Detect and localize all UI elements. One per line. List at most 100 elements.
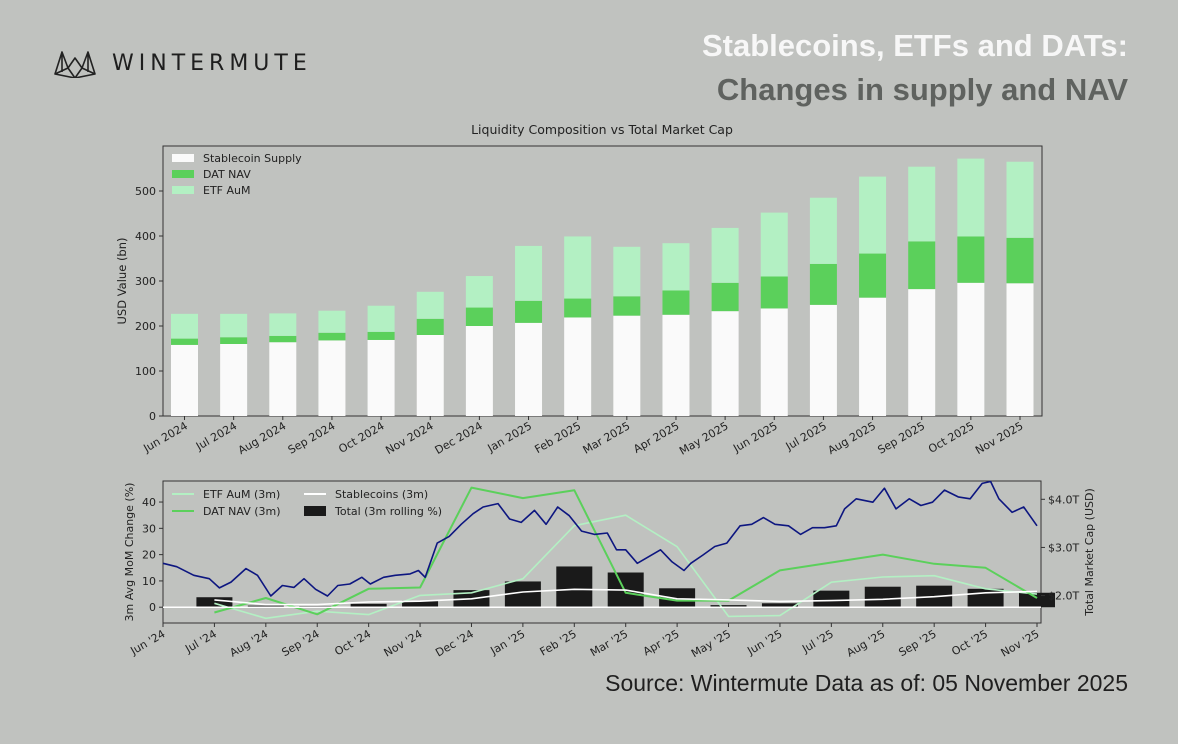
x-tick-label: May 2025 bbox=[677, 419, 730, 457]
bar-etf-aum bbox=[515, 245, 543, 301]
x-tick-label: Jul '24 bbox=[182, 627, 219, 656]
y-tick-label: 0 bbox=[149, 601, 156, 614]
x-tick-label: Sep '24 bbox=[280, 627, 322, 659]
y-tick-label: 400 bbox=[135, 230, 156, 243]
x-tick-label: Dec 2024 bbox=[433, 419, 485, 457]
x-tick-label: Apr '25 bbox=[641, 627, 682, 658]
bar-dat-nav bbox=[908, 241, 936, 290]
y-tick-label: 10 bbox=[142, 575, 156, 588]
bar-stablecoin-supply bbox=[171, 344, 198, 416]
bar-stablecoin-supply bbox=[662, 314, 690, 416]
bar-etf-aum bbox=[564, 236, 592, 299]
x-tick-label: Sep 2025 bbox=[875, 419, 927, 456]
x-tick-label: Oct '25 bbox=[949, 627, 990, 658]
brand-name: WINTERMUTE bbox=[112, 50, 312, 76]
bar-dat-nav bbox=[416, 318, 444, 335]
x-tick-label: Dec '24 bbox=[433, 627, 476, 659]
bar-etf-aum bbox=[613, 246, 641, 297]
bar-dat-nav bbox=[220, 337, 248, 344]
x-tick-label: Jun 2024 bbox=[140, 419, 190, 455]
bar-stablecoin-supply bbox=[564, 317, 592, 416]
x-tick-label: Jul 2025 bbox=[783, 419, 829, 453]
line-etf-aum-m bbox=[214, 514, 1038, 620]
bar-total bbox=[556, 566, 593, 608]
bar-dat-nav bbox=[269, 335, 297, 343]
bar-etf-aum bbox=[318, 310, 346, 333]
legend-swatch bbox=[172, 154, 194, 162]
x-tick-label: Jan 2025 bbox=[485, 419, 534, 455]
bar-total bbox=[350, 603, 387, 608]
x-tick-label: Aug 2024 bbox=[236, 419, 288, 457]
legend-label: ETF AuM (3m) bbox=[203, 488, 280, 501]
bar-etf-aum bbox=[760, 212, 788, 277]
x-tick-label: Nov 2024 bbox=[383, 419, 435, 457]
legend-label: DAT NAV bbox=[203, 168, 251, 181]
bar-total bbox=[813, 590, 850, 608]
bar-etf-aum bbox=[957, 158, 985, 237]
bar-dat-nav bbox=[760, 276, 788, 309]
bar-dat-nav bbox=[613, 296, 641, 316]
y-tick-label: 0 bbox=[149, 410, 156, 423]
bar-stablecoin-supply bbox=[908, 289, 936, 416]
x-tick-label: Aug 2025 bbox=[826, 419, 878, 457]
x-tick-label: Jun 2025 bbox=[730, 419, 780, 455]
bar-stablecoin-supply bbox=[269, 342, 297, 416]
bar-dat-nav bbox=[809, 263, 837, 305]
y-tick-label: 40 bbox=[142, 496, 156, 509]
bar-stablecoin-supply bbox=[711, 311, 739, 416]
bar-etf-aum bbox=[220, 313, 248, 338]
legend-label: ETF AuM bbox=[203, 184, 250, 197]
legend-swatch bbox=[172, 170, 194, 178]
line-dat-nav-m bbox=[214, 486, 1038, 616]
top-chart-ylabel: USD Value (bn) bbox=[115, 237, 129, 324]
bar-etf-aum bbox=[809, 197, 837, 264]
bar-dat-nav bbox=[318, 332, 346, 341]
x-tick-label: Oct 2025 bbox=[926, 419, 976, 456]
bar-dat-nav bbox=[515, 300, 543, 323]
wintermute-logo-icon bbox=[54, 51, 96, 78]
bar-total bbox=[710, 605, 747, 608]
bar-dat-nav bbox=[171, 338, 198, 345]
legend-swatch bbox=[172, 186, 194, 194]
bar-stablecoin-supply bbox=[220, 344, 248, 416]
legend-label: Stablecoin Supply bbox=[203, 152, 302, 165]
bar-total bbox=[761, 603, 798, 608]
page-title: Stablecoins, ETFs and DATs: bbox=[701, 28, 1128, 63]
top-chart-title: Liquidity Composition vs Total Market Ca… bbox=[471, 122, 733, 137]
y-tick-label: 300 bbox=[135, 275, 156, 288]
x-tick-label: Jun '24 bbox=[127, 627, 167, 658]
line-stablecoins-m bbox=[214, 588, 1038, 606]
bar-dat-nav bbox=[465, 307, 493, 326]
bar-stablecoin-supply bbox=[318, 340, 346, 416]
bar-dat-nav bbox=[662, 290, 690, 315]
bar-etf-aum bbox=[1006, 161, 1034, 238]
bar-etf-aum bbox=[465, 276, 493, 308]
page-subtitle: Changes in supply and NAV bbox=[716, 72, 1128, 107]
x-tick-label: Apr 2025 bbox=[631, 419, 681, 456]
y-right-tick-label: $3.0T bbox=[1048, 541, 1079, 554]
y-tick-label: 200 bbox=[135, 320, 156, 333]
x-tick-label: Nov 2025 bbox=[973, 419, 1025, 457]
y-tick-label: 100 bbox=[135, 365, 156, 378]
y-tick-label: 20 bbox=[142, 549, 156, 562]
x-tick-label: Nov '25 bbox=[999, 627, 1042, 659]
x-tick-label: Nov '24 bbox=[382, 627, 425, 659]
bar-stablecoin-supply bbox=[859, 297, 887, 416]
bar-stablecoin-supply bbox=[1006, 283, 1034, 416]
bar-stablecoin-supply bbox=[760, 308, 788, 416]
bar-stablecoin-supply bbox=[367, 339, 395, 416]
bar-etf-aum bbox=[367, 305, 395, 332]
bar-total bbox=[967, 588, 1004, 608]
bar-dat-nav bbox=[367, 331, 395, 340]
bar-stablecoin-supply bbox=[809, 304, 837, 416]
bar-total bbox=[247, 605, 284, 608]
x-tick-label: Mar 2025 bbox=[581, 419, 633, 456]
legend-label: Stablecoins (3m) bbox=[335, 488, 428, 501]
x-tick-label: Oct '24 bbox=[332, 627, 373, 658]
legend-swatch bbox=[304, 506, 326, 516]
bar-total bbox=[864, 586, 901, 608]
brand: WINTERMUTE bbox=[52, 48, 312, 78]
bar-etf-aum bbox=[662, 243, 690, 291]
